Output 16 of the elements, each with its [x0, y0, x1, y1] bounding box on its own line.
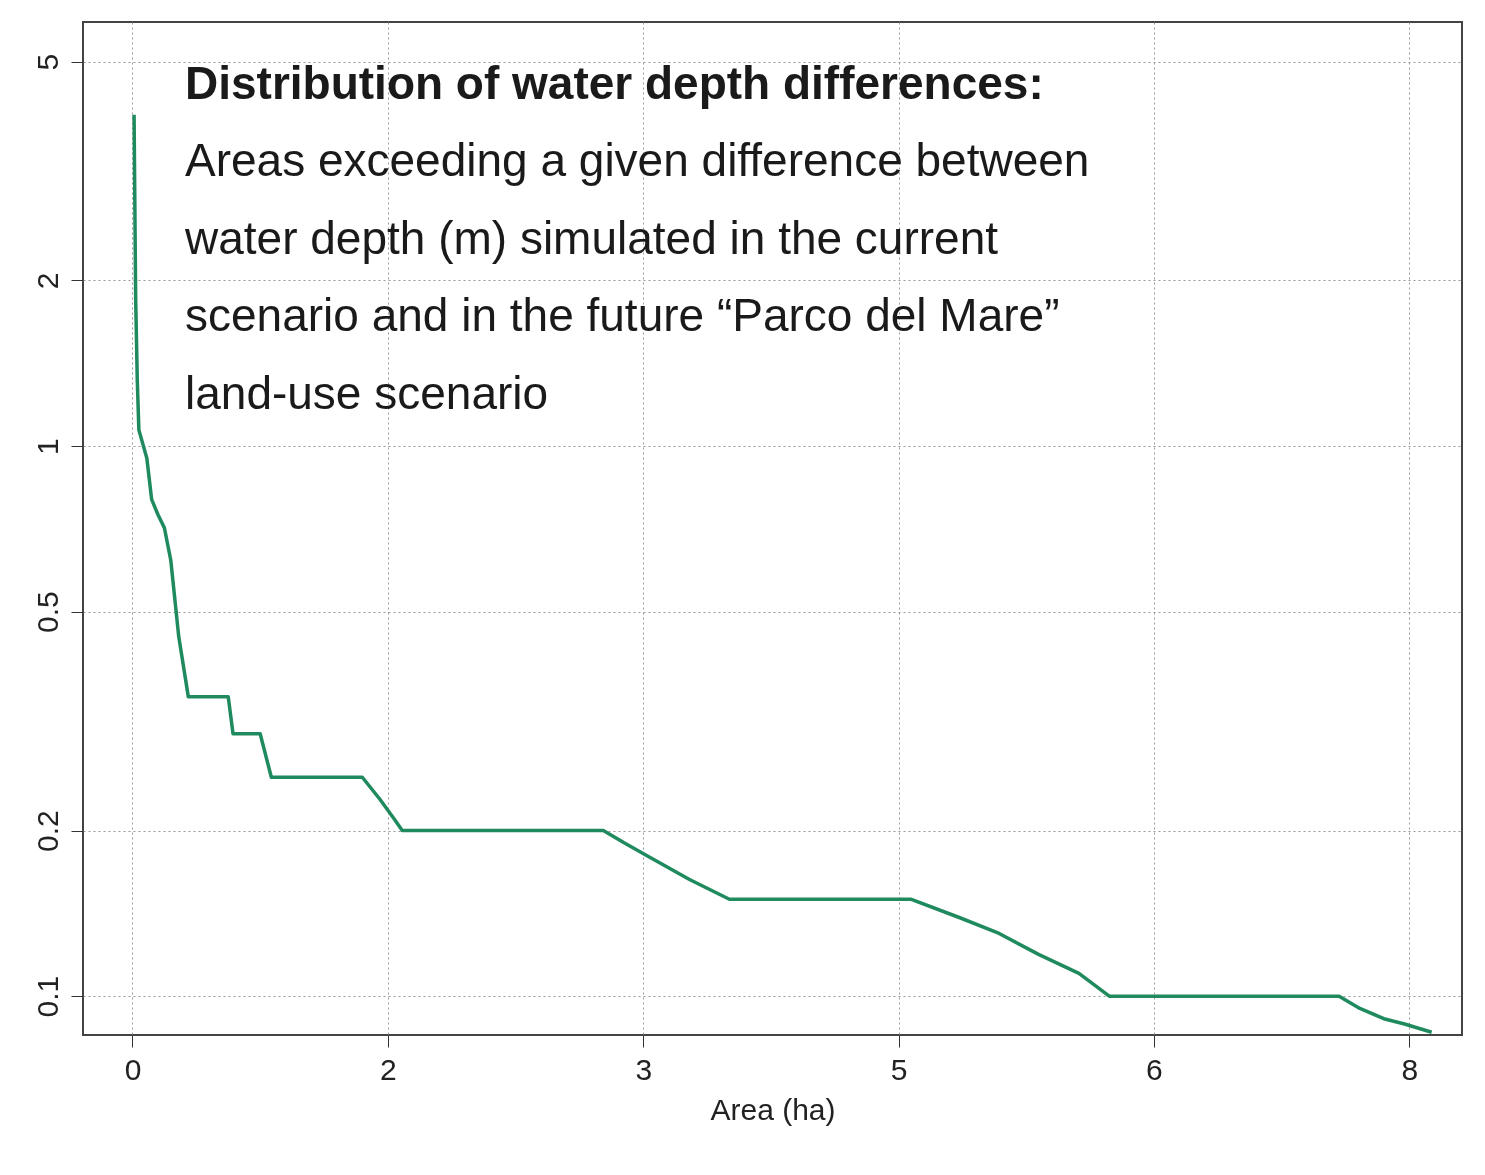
y-tick-label: 5 [30, 53, 64, 71]
y-tick-label: 0.2 [30, 810, 64, 852]
text: Areas exceeding a given difference between water depth (m) simulated in the current scenario and in the future “Parco del Mare” land-use scenario [184, 134, 1090, 419]
text: Distribution of water depth differences: [185, 57, 1044, 109]
x-axis-title: Area (ha) [710, 1092, 836, 1126]
y-tick-label: 0.1 [30, 975, 64, 1018]
y-tick-label: 1 [30, 438, 64, 455]
line-series [132, 113, 1434, 1034]
x-tick-label: 3 [635, 1052, 653, 1086]
x-tick-label: 2 [380, 1052, 397, 1086]
y-tick-label: 0.5 [30, 591, 64, 634]
x-tick-label: 8 [1401, 1052, 1419, 1086]
x-tick-label: 5 [890, 1052, 908, 1086]
x-tick-label: 0 [124, 1052, 142, 1086]
y-tick-label: 2 [30, 272, 64, 290]
x-tick-label: 6 [1146, 1052, 1163, 1086]
